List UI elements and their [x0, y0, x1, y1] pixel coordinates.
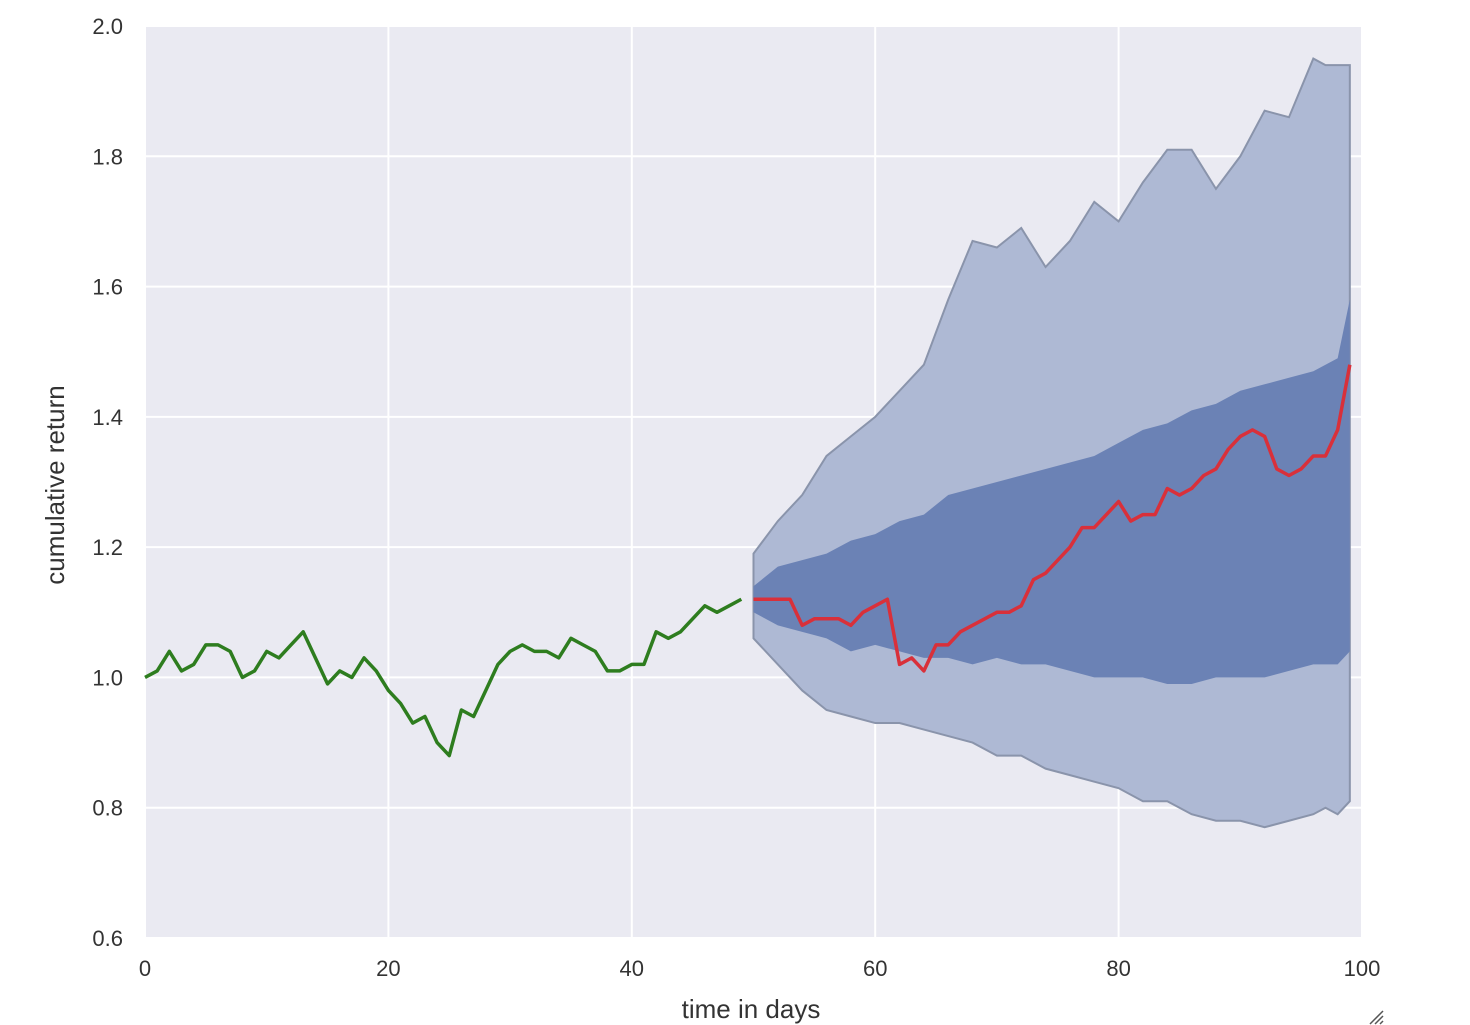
y-tick-label: 1.4	[92, 405, 123, 430]
x-tick-label: 0	[139, 956, 151, 981]
y-tick-label: 1.0	[92, 665, 123, 690]
x-axis-label: time in days	[682, 994, 821, 1024]
y-tick-label: 0.8	[92, 796, 123, 821]
x-tick-label: 60	[863, 956, 887, 981]
x-tick-label: 20	[376, 956, 400, 981]
historical-line	[144, 597, 743, 758]
resize-handle-icon[interactable]	[1366, 1007, 1384, 1025]
y-tick-label: 1.2	[92, 535, 123, 560]
y-tick-label: 2.0	[92, 14, 123, 39]
forecast-median-line	[753, 364, 1352, 673]
y-tick-label: 1.6	[92, 275, 123, 300]
series-lines	[144, 364, 1352, 758]
tick-labels: 0 20 40 60 80 100 0.6 0.8 1.0 1.2 1.4 1.6 1.8 2.0	[92, 14, 1380, 981]
confidence-bands	[752, 57, 1351, 829]
y-tick-label: 0.6	[92, 926, 123, 951]
inner-confidence-band	[753, 299, 1350, 684]
y-tick-label: 1.8	[92, 144, 123, 169]
x-tick-label: 80	[1106, 956, 1130, 981]
y-axis-label: cumulative return	[40, 385, 70, 584]
x-tick-label: 100	[1344, 956, 1381, 981]
x-tick-label: 40	[620, 956, 644, 981]
